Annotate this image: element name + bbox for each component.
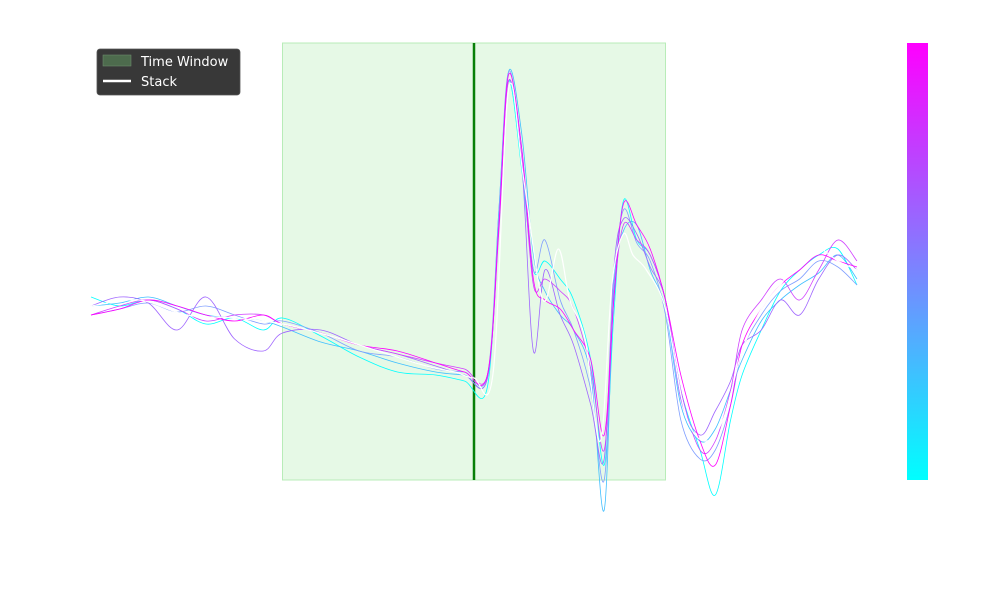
legend-frame xyxy=(96,48,241,96)
plot-area xyxy=(90,42,858,512)
colorbar xyxy=(907,43,928,480)
trace-line-1 xyxy=(90,80,858,496)
trace-line-6 xyxy=(90,72,858,467)
legend-label-stack: Stack xyxy=(141,75,177,90)
legend-label-time-window: Time Window xyxy=(140,55,229,70)
legend-swatch-time-window xyxy=(102,54,132,67)
legend: Time Window Stack xyxy=(96,48,241,96)
series-layer xyxy=(90,68,858,512)
stack-line xyxy=(90,82,858,442)
trace-line-4 xyxy=(90,79,858,465)
